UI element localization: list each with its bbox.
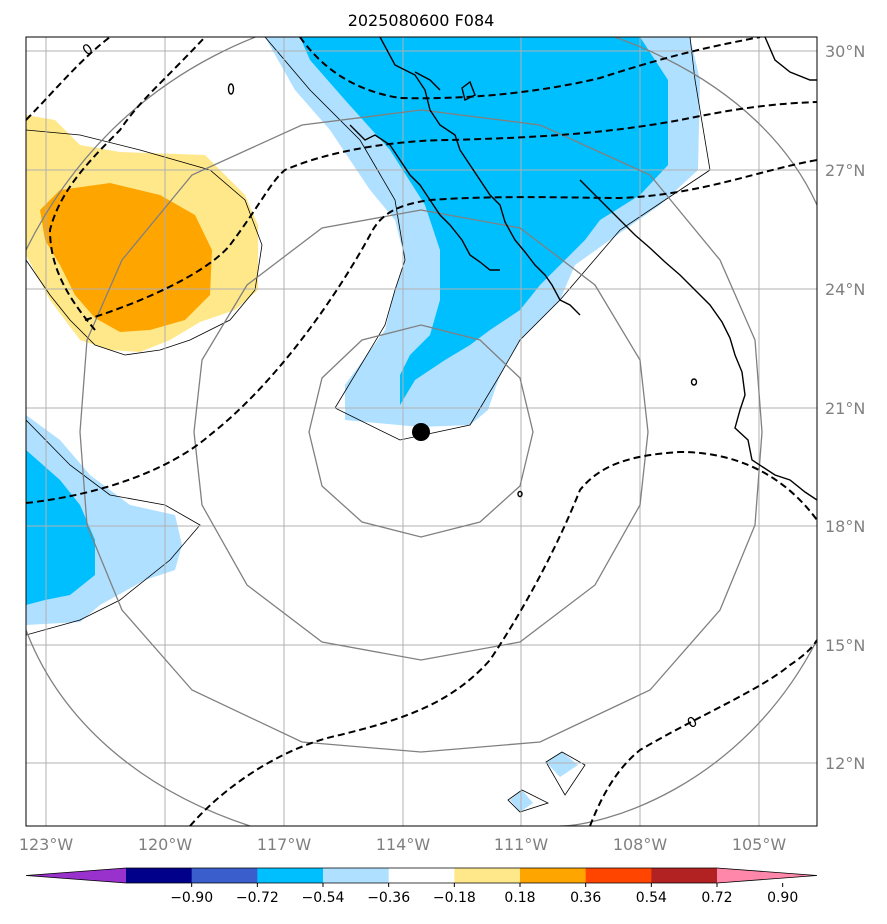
lat-tick-labels: 30°N 27°N 24°N 21°N 18°N 15°N 12°N — [825, 42, 865, 773]
colorbar-segment — [454, 868, 521, 883]
anomaly-fill-blue-west — [26, 450, 95, 605]
colorbar-segment — [388, 868, 455, 883]
colorbar-tick-label: −0.36 — [367, 890, 410, 906]
contour-label: 0 — [685, 714, 701, 732]
colorbar-tick-label: −0.18 — [433, 890, 476, 906]
lon-tick-label: 105°W — [732, 835, 787, 854]
storm-center-marker — [412, 423, 430, 441]
lon-tick-label: 114°W — [376, 835, 431, 854]
colorbar-tick-label: 0.72 — [701, 890, 732, 906]
map-title: 2025080600 F084 — [348, 11, 495, 30]
colorbar: −0.90 −0.72 −0.54 −0.36 −0.18 0.18 0.36 0.54 0.7… — [25, 867, 818, 906]
colorbar-tick-label: 0.36 — [570, 890, 601, 906]
colorbar-extension-high — [717, 868, 817, 883]
colorbar-extension-low — [26, 868, 126, 883]
lat-tick-label: 18°N — [825, 517, 865, 536]
lat-tick-label: 30°N — [825, 42, 865, 61]
lon-tick-label: 117°W — [257, 835, 312, 854]
colorbar-tick-label: −0.90 — [170, 890, 213, 906]
lat-tick-label: 27°N — [825, 161, 865, 180]
lat-tick-label: 24°N — [825, 280, 865, 299]
colorbar-segment — [585, 868, 652, 883]
colorbar-tick-label: −0.72 — [236, 890, 279, 906]
colorbar-segment — [191, 868, 258, 883]
lon-tick-label: 108°W — [613, 835, 668, 854]
range-rings — [26, 37, 817, 826]
dashed-contours — [26, 37, 817, 826]
colorbar-segment — [126, 868, 193, 883]
lat-tick-label: 12°N — [825, 754, 865, 773]
map-frame — [25, 36, 818, 827]
region-outlines — [26, 37, 711, 813]
colorbar-segment — [257, 868, 324, 883]
colorbar-tick-label: 0.54 — [636, 890, 667, 906]
range-ring-3 — [79, 109, 763, 753]
anomaly-fill-layer — [26, 37, 700, 812]
lon-tick-label: 111°W — [494, 835, 549, 854]
colorbar-tick-label: 0.90 — [767, 890, 798, 906]
range-ring-2 — [193, 209, 649, 661]
colorbar-segment — [520, 868, 587, 883]
lat-tick-label: 15°N — [825, 636, 865, 655]
colorbar-segment — [651, 868, 718, 883]
colorbar-tick-label: 0.18 — [504, 890, 535, 906]
colorbar-tick-label: −0.54 — [302, 890, 345, 906]
colorbar-segment — [323, 868, 390, 883]
anomaly-fill-small-1 — [546, 752, 578, 777]
lon-tick-labels: 123°W 120°W 117°W 114°W 111°W 108°W 105°… — [19, 835, 787, 854]
lon-tick-label: 123°W — [19, 835, 74, 854]
range-ring-1 — [308, 324, 534, 538]
lon-tick-label: 120°W — [138, 835, 193, 854]
anomaly-fill-orange — [40, 183, 212, 332]
map-area: 0 0 — [26, 37, 817, 826]
lat-tick-label: 21°N — [825, 399, 865, 418]
contour-label: 0 — [80, 41, 96, 59]
colorbar-outline — [25, 867, 818, 884]
